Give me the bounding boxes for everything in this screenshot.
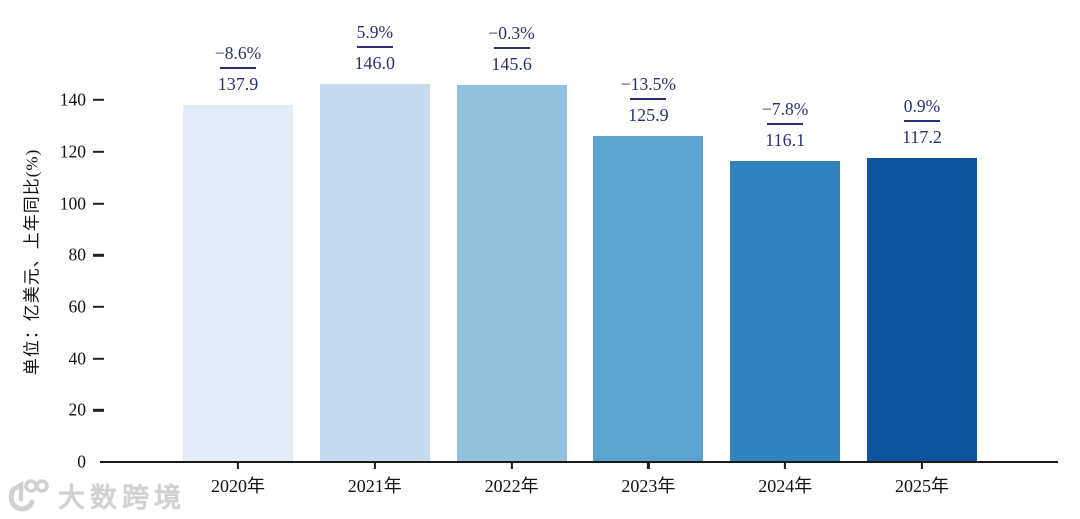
y-tick-label: 60 — [68, 296, 87, 317]
growth-percent-label: 0.9% — [903, 96, 941, 117]
fraction-line — [493, 46, 530, 49]
growth-percent-label: 5.9% — [356, 21, 394, 42]
value-label: 137.9 — [217, 73, 259, 94]
bar-2023年 — [593, 135, 704, 461]
x-tick-label: 2020年 — [211, 476, 265, 496]
x-tick-label: 2024年 — [758, 476, 813, 496]
y-tick-label: 100 — [59, 193, 86, 213]
growth-percent-label: −13.5% — [620, 73, 676, 94]
fraction-line — [904, 120, 940, 123]
x-tick-label: 2025年 — [895, 476, 949, 496]
value-label: 116.1 — [765, 129, 806, 150]
x-axis-line — [100, 461, 1058, 464]
x-tick-label: 2021年 — [347, 476, 402, 496]
y-tick-label: 40 — [68, 348, 87, 369]
growth-percent-label: −8.6% — [214, 42, 262, 63]
bar-annotation: −8.6% 137.9 — [183, 43, 293, 94]
growth-percent-label: −0.3% — [488, 22, 535, 43]
y-tick-label: 140 — [59, 89, 86, 110]
bar-2021年 — [319, 83, 430, 461]
y-tick-mark — [93, 202, 104, 205]
value-label: 125.9 — [628, 104, 669, 125]
bar-2024年 — [730, 160, 841, 461]
bar-annotation: 0.9% 117.2 — [867, 96, 977, 147]
watermark-text: 大数跨境 — [58, 483, 186, 513]
y-tick-mark — [93, 253, 104, 257]
bar-2025年 — [867, 158, 977, 461]
watermark: 大数跨境 — [8, 476, 186, 515]
y-tick-label: 80 — [68, 244, 87, 265]
x-tick-mark — [373, 463, 376, 469]
y-tick-label: 120 — [59, 141, 86, 162]
value-label: 146.0 — [354, 52, 396, 73]
x-tick-mark — [236, 463, 240, 469]
x-tick-mark — [510, 463, 513, 469]
y-tick-mark — [93, 150, 104, 153]
y-tick-mark — [93, 98, 104, 102]
x-tick-mark — [784, 463, 787, 469]
fraction-line — [356, 45, 393, 48]
y-tick-mark — [93, 409, 104, 412]
x-tick-mark — [647, 463, 650, 469]
bar-annotation: −0.3% 145.6 — [457, 23, 567, 74]
bar-2022年 — [456, 84, 567, 461]
bar-2020年 — [183, 104, 293, 461]
growth-percent-label: −7.8% — [762, 98, 809, 119]
value-label: 117.2 — [902, 127, 942, 148]
watermark-100-logo — [8, 478, 49, 511]
bar-annotation: −7.8% 116.1 — [730, 99, 840, 150]
y-tick-label: 0 — [77, 451, 86, 472]
fraction-line — [630, 97, 667, 100]
bar-annotation: −13.5% 125.9 — [593, 74, 703, 125]
y-tick-mark — [93, 357, 104, 360]
x-tick-label: 2023年 — [621, 476, 676, 496]
x-tick-label: 2022年 — [484, 476, 539, 496]
fraction-line — [767, 122, 804, 125]
value-label: 145.6 — [491, 53, 532, 74]
fraction-line — [220, 66, 256, 69]
y-tick-mark — [93, 305, 104, 309]
bar-annotation: 5.9% 146.0 — [320, 22, 430, 73]
x-tick-mark — [920, 463, 924, 469]
y-tick-label: 20 — [68, 399, 87, 420]
